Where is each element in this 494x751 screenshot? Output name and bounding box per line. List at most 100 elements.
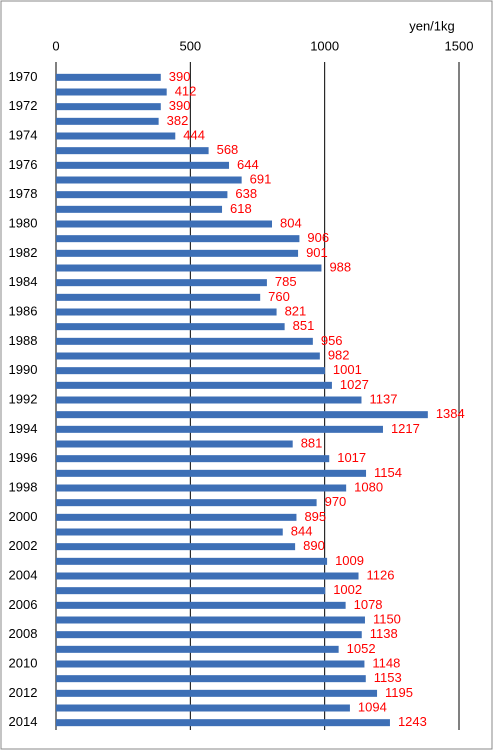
value-label: 1094 [358,699,387,714]
value-label: 956 [321,333,343,348]
value-label: 1027 [340,377,369,392]
value-label: 906 [307,230,329,245]
bar [56,484,347,492]
bar [56,660,365,668]
bar [56,323,285,331]
y-tick-label: 1990 [9,362,38,377]
bar [56,572,359,580]
bar [56,279,267,287]
bar [56,367,325,375]
y-tick-label: 2008 [9,626,38,641]
y-tick-label: 1974 [9,127,38,142]
value-label: 901 [306,245,328,260]
value-label: 1078 [354,597,383,612]
value-label: 851 [293,318,315,333]
value-label: 382 [167,113,189,128]
bar [56,293,261,301]
x-tick-label: 1000 [310,38,339,53]
bar [56,132,176,140]
bar [56,631,362,639]
y-tick-label: 1976 [9,157,38,172]
value-label: 804 [280,215,302,230]
value-label: 821 [285,303,307,318]
x-tick-label: 1500 [445,38,474,53]
axis-label: yen/1kg [409,18,455,33]
value-label: 1138 [370,626,398,641]
value-label: 1217 [391,421,420,436]
bar [56,411,428,419]
value-label: 1052 [347,641,376,656]
bar [56,425,383,433]
y-tick-label: 2000 [9,509,38,524]
bar [56,557,328,565]
value-label: 691 [250,171,272,186]
value-label: 1154 [374,465,402,480]
value-label: 881 [301,435,323,450]
bar [56,235,300,243]
value-label: 390 [169,69,191,84]
y-tick-label: 1970 [9,69,38,84]
value-label: 444 [183,127,205,142]
bar [56,587,326,595]
y-tick-label: 2004 [9,567,38,582]
value-label: 1002 [333,582,362,597]
x-tick-label: 0 [52,38,59,53]
value-label: 785 [275,274,297,289]
bar [56,455,330,463]
bar [56,719,390,727]
y-tick-label: 1998 [9,479,38,494]
bar [56,616,365,624]
bar [56,205,223,213]
value-label: 890 [303,538,325,553]
bar [56,543,296,551]
bar [56,147,209,155]
bar [56,176,242,184]
value-label: 638 [235,186,257,201]
y-tick-label: 2014 [9,714,38,729]
bar [56,645,339,653]
y-tick-label: 2012 [9,685,38,700]
bar [56,88,167,96]
bar [56,513,297,521]
value-label: 644 [237,157,259,172]
bar [56,103,161,111]
value-label: 1017 [337,450,366,465]
value-label: 844 [291,523,313,538]
value-label: 895 [304,509,326,524]
value-label: 1153 [374,670,402,685]
value-label: 568 [217,142,239,157]
bar [56,249,299,257]
y-tick-label: 2002 [9,538,38,553]
x-tick-label: 500 [179,38,201,53]
bar [56,675,366,683]
bar [56,220,273,228]
bar [56,73,161,81]
value-label: 982 [328,347,350,362]
value-label: 618 [230,201,252,216]
value-label: 1009 [335,553,364,568]
y-tick-label: 1980 [9,215,38,230]
bar [56,499,317,507]
bar [56,469,367,477]
y-tick-label: 1972 [9,98,38,113]
bar [56,396,362,404]
bar [56,352,320,360]
value-label: 1150 [373,611,401,626]
bar [56,264,322,272]
y-tick-label: 1988 [9,333,38,348]
value-label: 1080 [354,479,383,494]
y-tick-label: 1982 [9,245,38,260]
value-label: 412 [175,83,197,98]
y-tick-label: 1996 [9,450,38,465]
value-label: 1195 [385,685,413,700]
y-tick-label: 2006 [9,597,38,612]
bar [56,601,346,609]
bar [56,191,228,199]
bar [56,337,313,345]
bar [56,381,332,389]
y-tick-label: 1984 [9,274,38,289]
y-tick-label: 1986 [9,303,38,318]
value-label: 1137 [369,391,397,406]
